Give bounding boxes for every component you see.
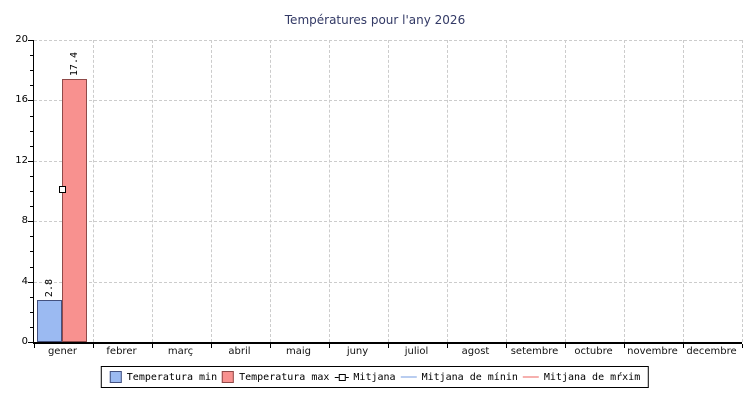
x-axis-label-agost: agost	[461, 346, 490, 357]
x-axis-label-juny: juny	[346, 346, 369, 357]
legend-swatch-box-icon	[222, 371, 235, 383]
gridline-vertical	[270, 40, 271, 342]
legend-item-mitjana-de-m-xim: Mitjana de mŕxim	[522, 371, 641, 383]
bar-value-label: 17.4	[68, 52, 80, 77]
x-boundary-tick	[93, 344, 94, 348]
legend-label: Temperatura max	[239, 371, 330, 383]
gridline-vertical	[506, 40, 507, 342]
y-axis-label: 20	[15, 34, 28, 45]
x-boundary-tick	[742, 344, 743, 348]
gridline-vertical	[211, 40, 212, 342]
legend: Temperatura min Temperatura max Mitjana Mit…	[100, 366, 650, 388]
y-minor-tick	[30, 251, 33, 253]
x-boundary-tick	[152, 344, 153, 348]
x-axis-label-febrer: febrer	[106, 346, 137, 357]
x-boundary-tick	[270, 344, 271, 348]
gridline-horizontal	[34, 221, 742, 223]
chart-title: Températures pour l'any 2026	[284, 13, 466, 27]
gridline-vertical	[683, 40, 684, 342]
x-boundary-tick	[211, 344, 212, 348]
x-axis-label-decembre: decembre	[686, 346, 737, 357]
y-major-tick	[28, 281, 33, 283]
y-major-tick	[28, 342, 33, 343]
legend-label: Mitjana	[353, 371, 396, 383]
legend-marker-square-icon	[338, 373, 346, 381]
x-axis-label-maig: maig	[286, 346, 311, 357]
y-axis-label: 16	[15, 94, 28, 106]
y-minor-tick	[30, 206, 33, 208]
legend-item-mitjana-de-m-nin: Mitjana de mínin	[400, 371, 518, 383]
y-minor-tick	[30, 130, 33, 132]
y-major-tick	[28, 160, 33, 162]
x-boundary-tick	[506, 344, 507, 348]
x-boundary-tick	[447, 344, 448, 348]
plot-area: 2.8 17.4	[28, 40, 743, 348]
x-boundary-tick	[624, 344, 625, 348]
gridline-vertical	[152, 40, 153, 342]
legend-swatch-line-icon	[400, 376, 417, 378]
y-axis-label: 12	[15, 154, 28, 166]
gridline-vertical	[565, 40, 566, 342]
legend-item-temperatura-max: Temperatura max	[222, 371, 329, 383]
y-major-tick	[28, 40, 33, 41]
x-boundary-tick	[388, 344, 389, 348]
y-major-tick	[28, 100, 33, 102]
legend-swatch-line-icon	[522, 376, 539, 378]
legend-item-temperatura-min: Temperatura min	[109, 371, 218, 383]
y-minor-tick	[30, 85, 33, 87]
legend-swatch-marker-icon	[334, 373, 349, 381]
gridline-vertical	[329, 40, 330, 342]
y-minor-tick	[30, 145, 33, 147]
gridline-vertical	[624, 40, 625, 342]
x-boundary-tick	[34, 344, 35, 348]
legend-swatch-box-icon	[109, 371, 122, 383]
y-minor-tick	[30, 191, 33, 192]
gridline-vertical	[388, 40, 389, 342]
gridline-vertical	[93, 40, 94, 342]
y-minor-tick	[30, 70, 33, 72]
y-minor-tick	[30, 175, 33, 177]
mitjana-marker	[59, 186, 66, 194]
y-major-tick	[28, 221, 33, 223]
y-minor-tick	[30, 296, 33, 298]
y-axis-label: 4	[21, 275, 28, 287]
legend-item-mitjana: Mitjana	[334, 371, 396, 383]
legend-label: Temperatura min	[126, 371, 218, 383]
gridline-horizontal	[34, 40, 742, 41]
y-minor-tick	[30, 236, 33, 238]
x-axis-label-abril: abril	[228, 346, 251, 357]
legend-label: Mitjana de mŕxim	[543, 371, 641, 383]
y-axis-label: 8	[21, 215, 28, 227]
x-boundary-tick	[565, 344, 566, 348]
y-minor-tick	[30, 266, 33, 268]
bar-temperatura-min	[37, 299, 62, 342]
y-minor-tick	[30, 326, 33, 328]
y-minor-tick	[30, 55, 33, 57]
y-axis-label: 0	[21, 336, 28, 347]
x-axis-label-juliol: juliol	[404, 346, 429, 357]
x-axis-label-octubre: octubre	[574, 346, 613, 357]
gridline-vertical	[447, 40, 448, 342]
bar-temperatura-max	[62, 79, 87, 342]
y-minor-tick	[30, 311, 33, 313]
x-axis-label-març: març	[167, 346, 194, 357]
x-axis-label-novembre: novembre	[627, 346, 678, 357]
gridline-horizontal	[34, 281, 742, 283]
x-boundary-tick	[683, 344, 684, 348]
gridline-horizontal	[34, 100, 742, 102]
x-boundary-tick	[329, 344, 330, 348]
x-axis-label-setembre: setembre	[510, 346, 559, 357]
gridline-vertical	[742, 40, 743, 342]
legend-label: Mitjana de mínin	[421, 371, 518, 383]
y-minor-tick	[30, 115, 33, 117]
gridline-horizontal	[34, 160, 742, 162]
bar-value-label: 2.8	[43, 278, 55, 297]
x-axis-label-gener: gener	[47, 346, 78, 357]
